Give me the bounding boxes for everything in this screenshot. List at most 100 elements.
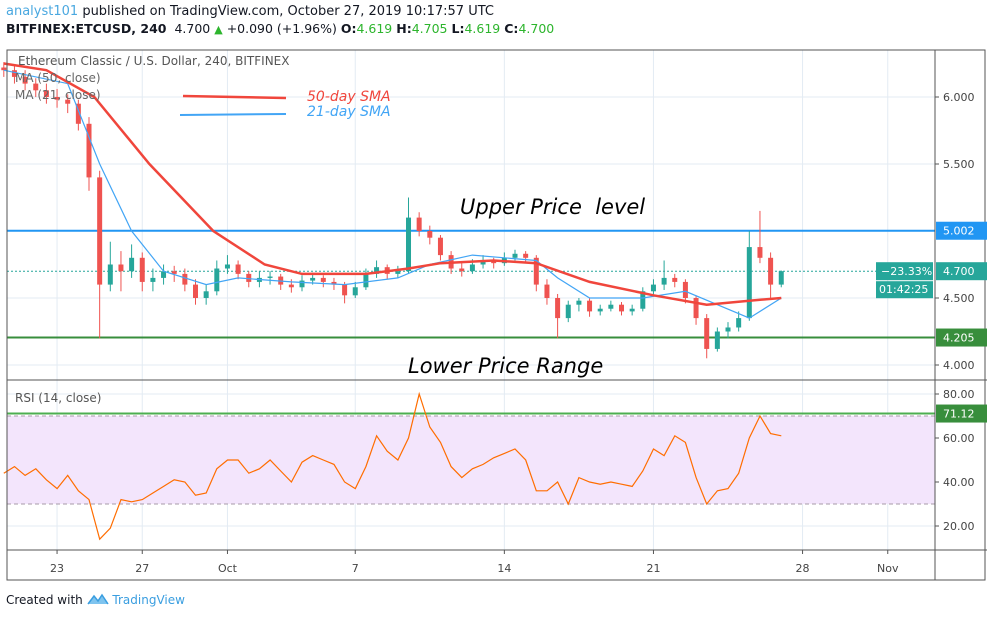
close-label: C: — [504, 21, 519, 36]
footer: Created with TradingView — [6, 592, 185, 607]
tradingview-logo-icon — [86, 593, 109, 605]
candle-body — [704, 318, 710, 349]
candle-body — [608, 304, 614, 309]
rsi-y-tick-label: 60.00 — [943, 432, 975, 445]
rsi-y-tick-label: 20.00 — [943, 520, 975, 533]
symbol: BITFINEX:ETCUSD, 240 — [6, 21, 167, 36]
y-tick-label: 4.500 — [943, 292, 975, 305]
candle-body — [363, 273, 369, 288]
candles — [1, 62, 784, 359]
x-tick-label: 21 — [646, 562, 660, 575]
candle-body — [320, 277, 326, 282]
candle-body — [555, 298, 561, 319]
candle-body — [352, 287, 358, 296]
chart-border — [6, 49, 986, 581]
candle-body — [427, 231, 433, 238]
candle-body — [629, 308, 635, 312]
candle-body — [86, 123, 92, 178]
candle-body — [331, 281, 337, 285]
symbol-info: BITFINEX:ETCUSD, 240 4.700 ▲ +0.090 (+1.… — [6, 21, 554, 36]
candle-body — [736, 318, 742, 328]
resistance-price-label: 5.002 — [943, 225, 975, 238]
y-tick-label: 4.000 — [943, 359, 975, 372]
candle-body — [139, 257, 145, 282]
candle-body — [459, 268, 465, 272]
arrow-up-icon: ▲ — [214, 23, 223, 36]
chart-title: Ethereum Classic / U.S. Dollar, 240, BIT… — [18, 54, 289, 68]
legend-sma50-swatch — [182, 94, 287, 100]
candle-body — [374, 267, 380, 274]
sma50-line — [3, 62, 782, 306]
publish-info: analyst101 published on TradingView.com,… — [6, 4, 494, 19]
indicator-ma50: MA (50, close) — [15, 71, 101, 85]
candle-body — [746, 247, 752, 319]
candle-body — [267, 276, 273, 278]
candle-body — [214, 268, 220, 292]
y-tick-label: 6.000 — [943, 91, 975, 104]
close-value: 4.700 — [518, 21, 555, 36]
high-label: H: — [396, 21, 412, 36]
indicator-ma21: MA (21, close) — [15, 88, 101, 102]
candle-body — [288, 284, 294, 288]
open-label: O: — [340, 21, 357, 36]
candle-body — [107, 264, 113, 285]
legend-sma21-label: 21-day SMA — [307, 104, 391, 120]
candle-body — [129, 257, 135, 272]
frame — [6, 49, 987, 581]
candle-body — [757, 247, 763, 258]
y-tick-label: 5.500 — [943, 158, 975, 171]
author-link[interactable]: analyst101 — [6, 4, 79, 19]
candle-body — [299, 280, 305, 288]
candle-body — [469, 264, 475, 272]
candle-body — [395, 271, 401, 274]
candle-body — [33, 83, 39, 91]
candle-body — [768, 257, 774, 285]
candle-body — [118, 264, 124, 272]
candle-body — [43, 90, 49, 97]
candle-body — [693, 298, 699, 319]
candle-body — [640, 291, 646, 309]
candle-body — [11, 70, 17, 77]
high-value: 4.705 — [411, 21, 448, 36]
x-tick-label: 23 — [50, 562, 64, 575]
rsi-level-label-bg — [936, 404, 987, 423]
countdown-bg — [876, 281, 933, 299]
candle-body — [682, 281, 688, 298]
candle-body — [650, 284, 656, 292]
rsi-y-tick-label: 40.00 — [943, 476, 975, 489]
candle-body — [672, 277, 678, 282]
open-value: 4.619 — [356, 21, 393, 36]
candle-body — [597, 308, 603, 312]
candle-body — [512, 253, 518, 258]
support-price-label: 4.205 — [943, 332, 975, 345]
x-tick-label: 28 — [796, 562, 810, 575]
candle-body — [342, 284, 348, 296]
candle-body — [235, 264, 241, 274]
candle-body — [725, 327, 731, 332]
candle-body — [416, 217, 422, 231]
candle-body — [203, 291, 209, 298]
x-tick-label: Oct — [218, 562, 238, 575]
candle-body — [161, 271, 167, 278]
rsi-band — [7, 416, 935, 504]
candle-body — [437, 237, 443, 256]
x-tick-label: 27 — [135, 562, 149, 575]
legend-sma21-swatch — [179, 113, 287, 116]
change-label-bg — [876, 262, 933, 281]
x-tick-label: 7 — [352, 562, 359, 575]
countdown-label: 01:42:25 — [879, 283, 928, 296]
chart-canvas[interactable]: 23 27 Oct 7 14 21 28 Nov 6.000 5.500 4.500 4.000 80.… — [0, 0, 987, 590]
candle-body — [619, 304, 625, 312]
candle-body — [97, 177, 103, 285]
labels: 23 27 Oct 7 14 21 28 Nov 6.000 5.500 4.500 4.000 80.… — [15, 54, 987, 575]
tradingview-link[interactable]: TradingView — [112, 593, 185, 607]
support-price-label-bg — [936, 328, 987, 347]
candle-body — [661, 277, 667, 285]
sma21-line — [3, 69, 782, 319]
x-tick-label: Nov — [877, 562, 899, 575]
candle-body — [544, 284, 550, 298]
candle-body — [533, 257, 539, 285]
candle-body — [714, 331, 720, 349]
candle-body — [224, 264, 230, 269]
candle-body — [182, 273, 188, 285]
